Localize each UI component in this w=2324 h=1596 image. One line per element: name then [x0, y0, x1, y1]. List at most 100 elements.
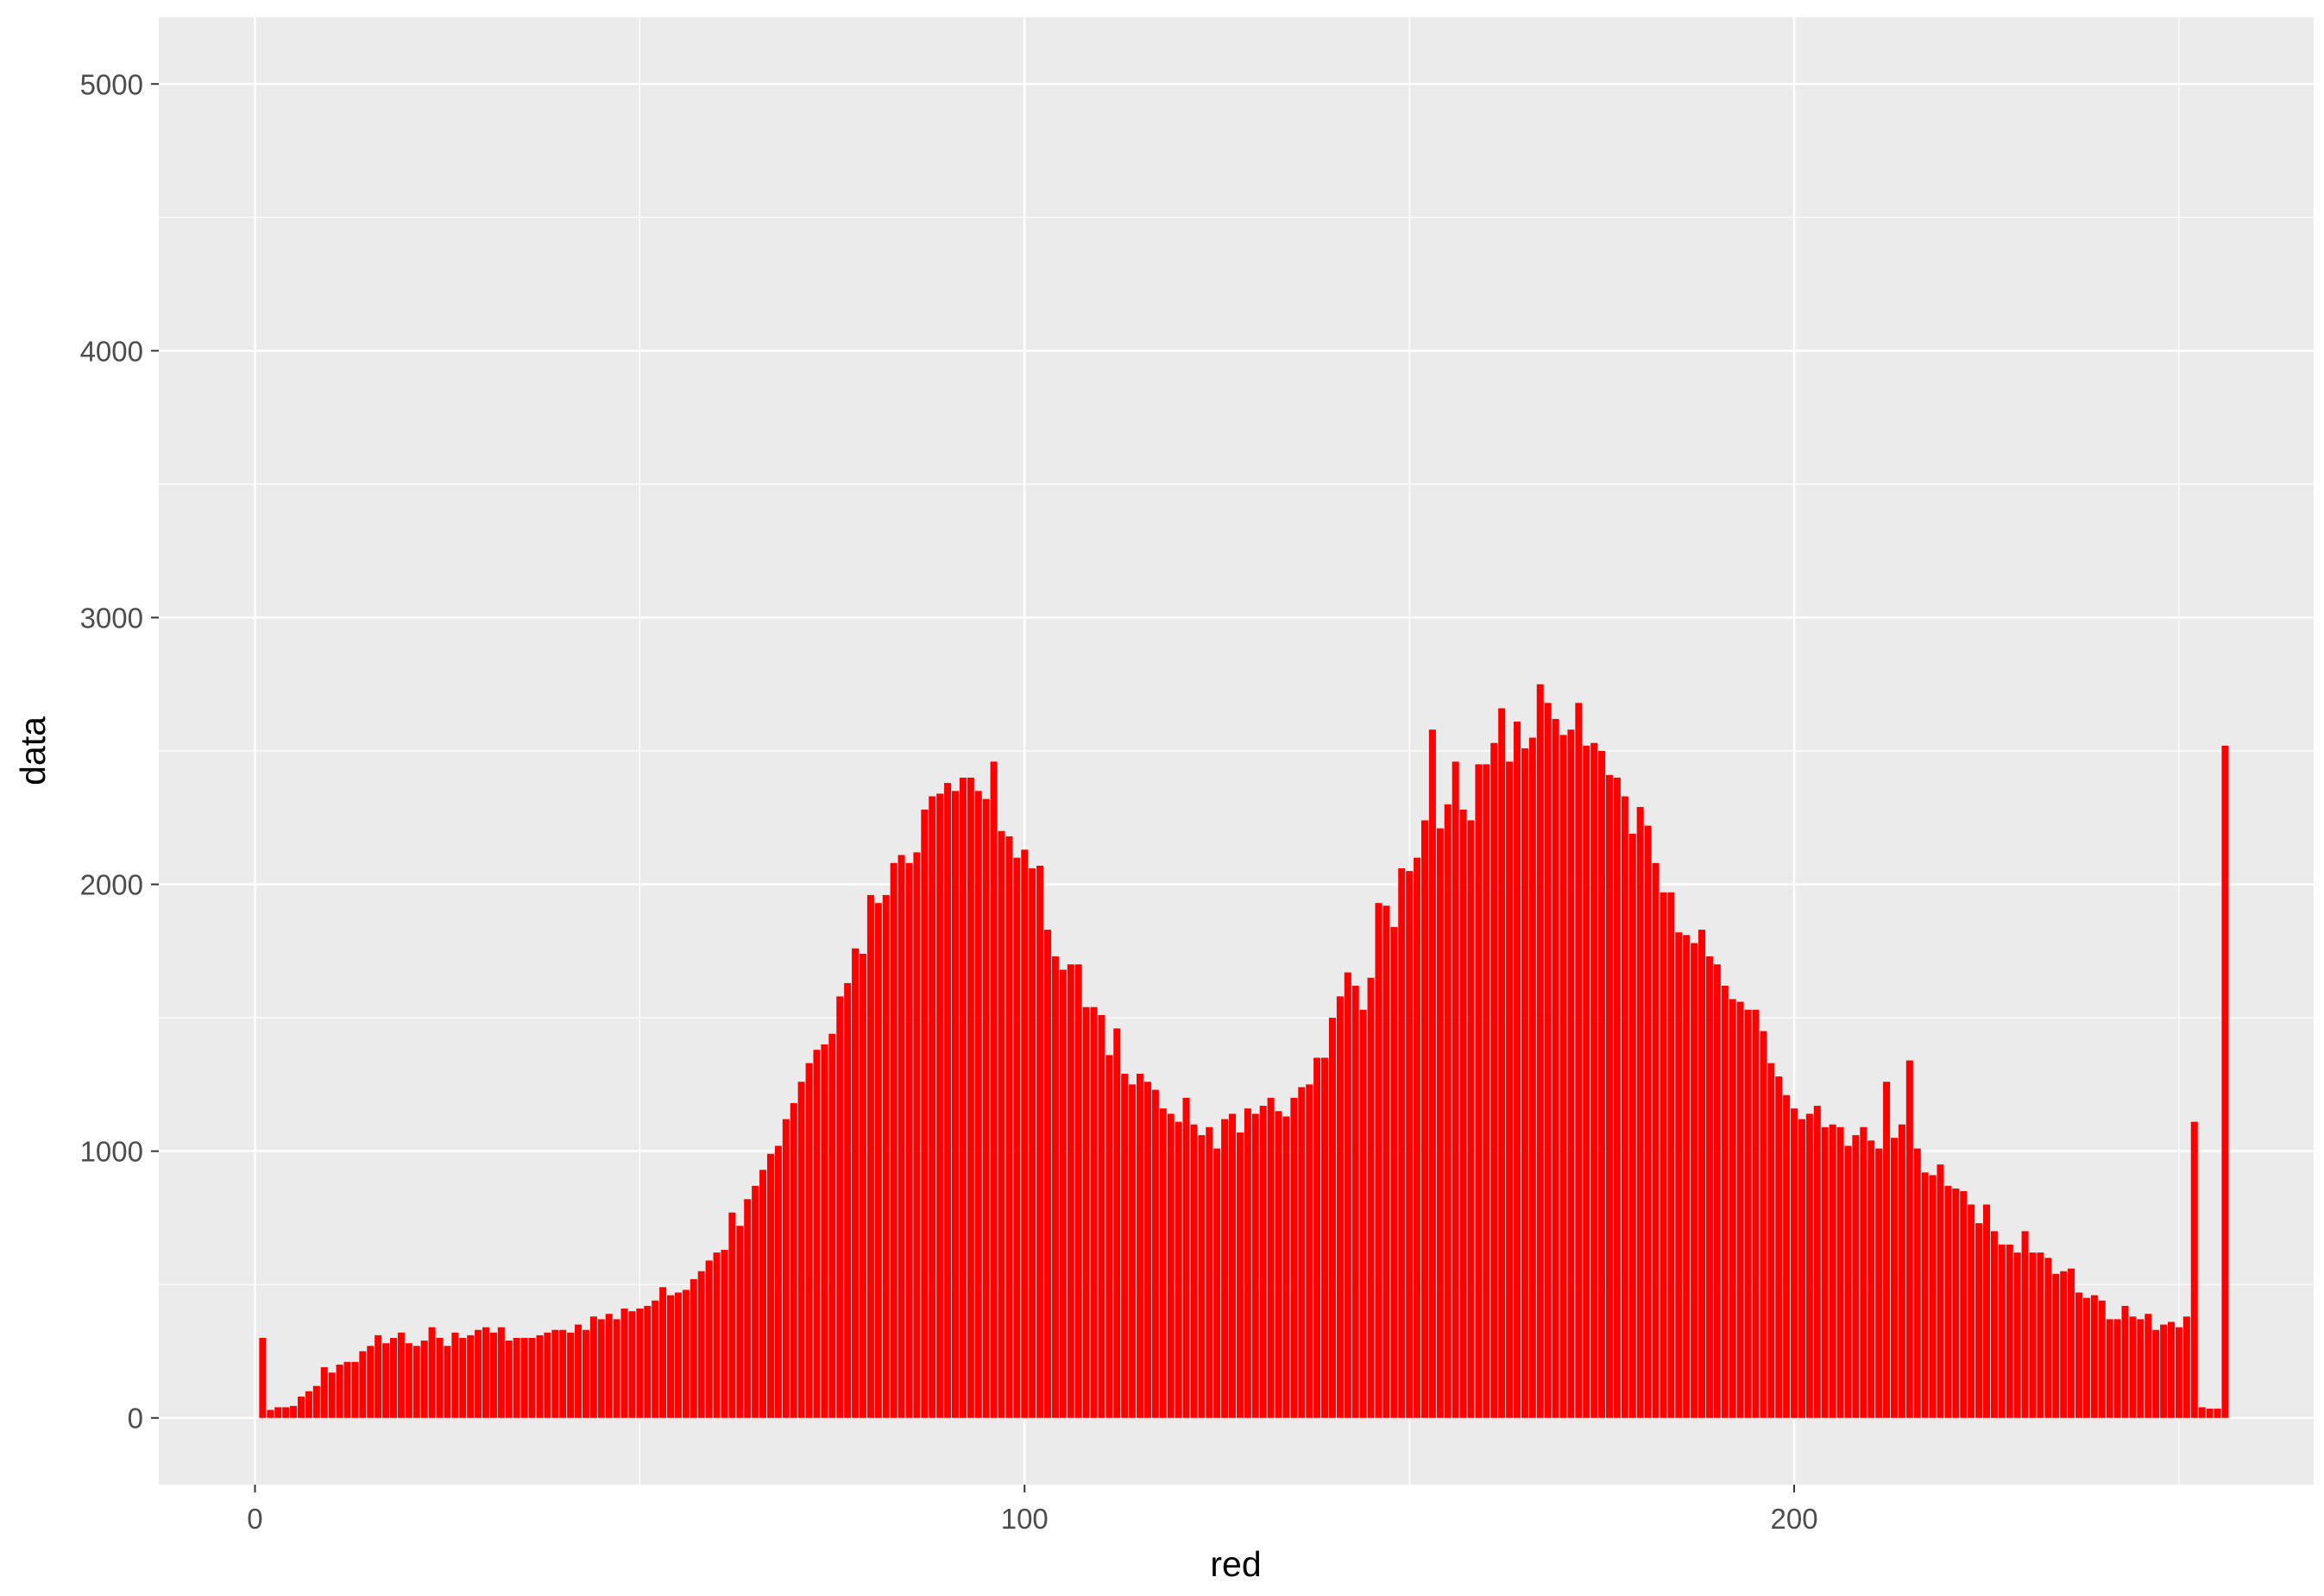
histogram-bar — [1890, 1138, 1898, 1418]
histogram-bar — [1059, 969, 1067, 1418]
histogram-bar — [1968, 1204, 1975, 1418]
histogram-bar — [2052, 1273, 2060, 1418]
histogram-bar — [497, 1327, 505, 1418]
histogram-bar — [1836, 1126, 1844, 1418]
histogram-bar — [859, 953, 866, 1418]
histogram-bar — [428, 1327, 436, 1418]
y-tick-label: 4000 — [80, 335, 143, 367]
histogram-bar — [1998, 1244, 2006, 1418]
histogram-bar — [2152, 1329, 2160, 1418]
x-tick-label: 100 — [1001, 1503, 1049, 1535]
histogram-bar — [1367, 977, 1375, 1418]
histogram-bar — [1074, 964, 1082, 1418]
histogram-bar — [1436, 828, 1444, 1418]
histogram-bar — [2082, 1297, 2090, 1418]
histogram-bar — [389, 1338, 398, 1418]
histogram-bar — [1313, 1057, 1321, 1418]
histogram-bar — [2106, 1319, 2113, 1418]
histogram-bar — [828, 1033, 836, 1418]
histogram-bar — [1598, 751, 1606, 1418]
histogram-bar — [274, 1407, 282, 1418]
histogram-bar — [1175, 1121, 1182, 1418]
histogram-bar — [1575, 703, 1583, 1418]
histogram-bar — [2190, 1121, 2198, 1418]
histogram-bar — [1406, 871, 1414, 1418]
histogram-bar — [1129, 1084, 1137, 1418]
histogram-bar — [605, 1314, 613, 1418]
histogram-bar — [1929, 1175, 1937, 1418]
histogram-bar — [613, 1319, 620, 1418]
histogram-bar — [1921, 1172, 1929, 1418]
histogram-bar — [2160, 1324, 2168, 1418]
histogram-bar — [1829, 1124, 1836, 1418]
histogram-bar — [866, 894, 874, 1418]
histogram-bar — [367, 1346, 375, 1418]
histogram-bar — [1359, 1009, 1367, 1418]
histogram-bar — [1498, 708, 1506, 1418]
histogram-bar — [1351, 986, 1359, 1418]
histogram-bar — [790, 1103, 797, 1418]
histogram-bar — [2182, 1316, 2190, 1418]
x-tick-label: 0 — [247, 1503, 262, 1535]
histogram-bar — [1167, 1113, 1175, 1418]
histogram-bar — [459, 1338, 467, 1418]
histogram-bar — [1259, 1106, 1267, 1418]
histogram-bar — [1013, 857, 1021, 1418]
histogram-bar — [652, 1300, 659, 1418]
histogram-bar — [1506, 761, 1514, 1418]
histogram-bar — [1420, 820, 1428, 1418]
histogram-bar — [1683, 935, 1691, 1418]
histogram-bar — [766, 1153, 774, 1418]
histogram-bar — [544, 1332, 551, 1418]
histogram-bar — [713, 1252, 721, 1418]
histogram-bar — [620, 1309, 628, 1418]
histogram-bar — [1613, 777, 1621, 1418]
histogram-bar — [1744, 1009, 1752, 1418]
histogram-bar — [2221, 745, 2229, 1418]
histogram-bar — [1660, 892, 1667, 1418]
histogram-bar — [913, 852, 921, 1418]
histogram-bar — [1490, 742, 1498, 1418]
histogram-bar — [736, 1226, 744, 1418]
histogram-bar — [1805, 1113, 1813, 1418]
histogram-bar — [2098, 1300, 2106, 1418]
histogram-bar — [1321, 1057, 1329, 1418]
histogram-bar — [505, 1341, 513, 1418]
histogram-bar — [951, 791, 960, 1418]
histogram-bar — [1975, 1223, 1983, 1418]
histogram-bar — [290, 1405, 298, 1418]
histogram-bar — [897, 855, 905, 1418]
histogram-bar — [667, 1295, 675, 1418]
y-tick-label: 1000 — [80, 1136, 143, 1168]
histogram-bar — [2021, 1231, 2029, 1418]
histogram-bar — [1336, 996, 1344, 1418]
histogram-bar — [1883, 1082, 1891, 1418]
histogram-bar — [444, 1346, 451, 1418]
histogram-bar — [990, 761, 998, 1418]
histogram-bar — [2075, 1292, 2083, 1418]
histogram-bar — [921, 810, 929, 1418]
histogram-bar — [1821, 1126, 1829, 1418]
histogram-bar — [2121, 1305, 2129, 1418]
histogram-bar — [1621, 796, 1628, 1418]
histogram-bar — [1675, 932, 1683, 1418]
histogram-bar — [1244, 1108, 1251, 1418]
histogram-bar — [397, 1332, 405, 1418]
histogram-bar — [982, 798, 990, 1418]
histogram-bar — [1952, 1188, 1960, 1418]
histogram-bar — [1105, 1055, 1113, 1418]
histogram-bar — [405, 1343, 413, 1418]
histogram-bar — [2006, 1244, 2013, 1418]
histogram-bar — [644, 1305, 652, 1418]
histogram-bar — [744, 1199, 752, 1418]
histogram-bar — [1982, 1204, 1991, 1418]
histogram-bar — [1483, 764, 1490, 1418]
y-tick-label: 3000 — [80, 602, 143, 634]
histogram-bar — [1159, 1108, 1167, 1418]
histogram-bar — [882, 894, 890, 1418]
histogram-bar — [890, 862, 897, 1418]
histogram-bar — [551, 1329, 559, 1418]
histogram-bar — [1898, 1124, 1905, 1418]
histogram-bar — [1113, 1028, 1121, 1418]
histogram-bar — [836, 996, 844, 1418]
